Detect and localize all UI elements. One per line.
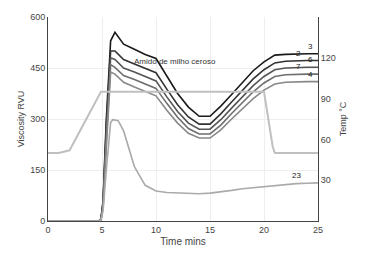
svg-text:60: 60 — [321, 135, 331, 145]
svg-text:450: 450 — [30, 63, 45, 73]
svg-text:3: 3 — [308, 42, 313, 51]
svg-text:7: 7 — [296, 62, 301, 71]
svg-text:120: 120 — [321, 53, 336, 63]
svg-text:4: 4 — [308, 70, 313, 79]
svg-text:10: 10 — [151, 225, 161, 235]
svg-text:90: 90 — [321, 94, 331, 104]
svg-text:6: 6 — [308, 55, 313, 64]
svg-text:0: 0 — [40, 216, 45, 226]
svg-text:150: 150 — [30, 165, 45, 175]
svg-text:15: 15 — [205, 225, 215, 235]
svg-text:Amido de milho ceroso: Amido de milho ceroso — [134, 57, 216, 66]
svg-text:Temp °C: Temp °C — [338, 101, 348, 136]
svg-text:23: 23 — [292, 171, 301, 180]
svg-text:0: 0 — [45, 225, 50, 235]
svg-text:5: 5 — [99, 225, 104, 235]
svg-text:600: 600 — [30, 12, 45, 22]
svg-text:Time mins: Time mins — [160, 236, 206, 247]
svg-text:2: 2 — [296, 49, 301, 58]
svg-text:25: 25 — [313, 225, 323, 235]
svg-text:300: 300 — [30, 114, 45, 124]
svg-text:30: 30 — [321, 175, 331, 185]
svg-text:Viscosity RVU: Viscosity RVU — [16, 91, 26, 148]
svg-text:20: 20 — [259, 225, 269, 235]
